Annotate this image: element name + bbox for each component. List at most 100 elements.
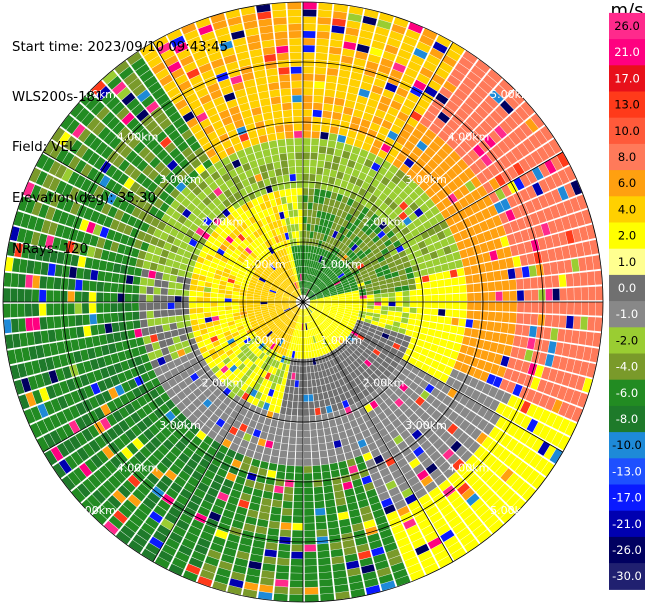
velocity-gate-cell [249,264,257,271]
velocity-gate-cell [483,230,493,242]
velocity-gate-cell [414,207,424,218]
velocity-gate-cell [232,312,241,317]
velocity-gate-cell [332,433,340,442]
velocity-gate-cell [304,537,316,545]
velocity-gate-cell [168,281,176,289]
velocity-gate-cell [479,220,489,232]
velocity-gate-cell [307,282,311,289]
velocity-gate-cell [488,130,502,144]
velocity-gate-cell [99,226,110,238]
velocity-gate-cell [317,263,322,271]
velocity-gate-cell [118,159,130,172]
velocity-gate-cell [104,460,118,474]
velocity-gate-cell [387,106,399,117]
velocity-gate-cell [37,233,48,248]
velocity-gate-cell [354,325,362,331]
velocity-gate-cell [537,194,549,209]
velocity-gate-cell [280,332,286,339]
velocity-gate-cell [170,329,179,337]
velocity-gate-cell [545,302,553,314]
velocity-gate-cell [447,541,463,555]
velocity-gate-cell [326,68,339,76]
velocity-gate-cell [308,314,313,322]
velocity-gate-cell [309,275,313,282]
velocity-gate-cell [274,336,280,344]
velocity-gate-cell [415,158,427,169]
velocity-gate-cell [338,261,345,269]
velocity-gate-cell [127,378,138,390]
velocity-gate-cell [385,278,394,284]
velocity-gate-cell [347,159,356,169]
velocity-gate-cell [339,323,346,329]
velocity-gate-cell [325,499,336,508]
velocity-gate-cell [313,277,319,284]
velocity-gate-cell [360,445,370,455]
range-ring-label: 4.00km [448,462,490,475]
velocity-gate-cell [199,569,215,581]
velocity-gate-cell [305,337,308,345]
velocity-gate-cell [484,115,498,129]
velocity-gate-cell [300,351,303,359]
velocity-gate-cell [326,336,333,344]
velocity-gate-cell [514,359,524,372]
velocity-gate-cell [311,321,316,328]
velocity-gate-cell [269,342,276,350]
velocity-gate-cell [93,369,103,382]
velocity-gate-cell [319,273,326,280]
velocity-gate-cell [520,465,534,481]
velocity-gate-cell [303,145,311,153]
velocity-gate-cell [24,361,34,376]
velocity-gate-cell [288,312,294,318]
velocity-gate-cell [352,360,361,368]
velocity-gate-cell [384,387,394,397]
velocity-gate-cell [276,292,283,296]
velocity-gate-cell [111,182,123,195]
velocity-gate-cell [393,206,403,216]
velocity-gate-cell [3,288,11,302]
velocity-gate-cell [303,323,305,331]
velocity-gate-cell [401,340,410,348]
velocity-gate-cell [268,293,276,297]
velocity-gate-cell [81,148,94,162]
velocity-gate-cell [150,106,164,119]
velocity-gate-cell [445,302,453,309]
velocity-gate-cell [410,163,422,174]
velocity-gate-cell [290,295,297,300]
velocity-gate-cell [283,371,289,379]
velocity-gate-cell [398,345,407,354]
velocity-gate-cell [311,276,316,283]
velocity-gate-cell [189,357,198,367]
velocity-gate-cell [424,302,432,308]
velocity-gate-cell [417,240,427,249]
velocity-gate-cell [333,200,341,209]
velocity-gate-cell [61,315,69,328]
velocity-gate-cell [191,519,205,530]
velocity-gate-cell [470,328,479,338]
velocity-gate-cell [327,60,340,69]
velocity-gate-cell [229,442,240,452]
velocity-gate-cell [537,237,547,250]
velocity-gate-cell [451,113,465,126]
velocity-gate-cell [191,470,203,481]
velocity-gate-cell [202,524,216,535]
velocity-gate-cell [212,197,222,207]
velocity-gate-cell [303,245,306,253]
velocity-gate-cell [305,316,308,323]
velocity-gate-cell [146,310,154,319]
velocity-gate-cell [310,372,316,380]
velocity-gate-cell [323,219,329,228]
velocity-gate-cell [194,261,203,269]
velocity-gate-cell [477,405,489,418]
velocity-gate-cell [248,502,260,512]
velocity-gate-cell [268,426,277,435]
velocity-gate-cell [480,350,489,361]
velocity-gate-cell [289,312,294,319]
velocity-gate-cell [280,88,291,96]
velocity-gate-cell [360,81,373,91]
velocity-gate-cell [238,270,246,276]
velocity-gate-cell [428,433,440,445]
velocity-gate-cell [295,159,303,167]
velocity-gate-cell [157,221,167,231]
velocity-gate-cell [343,422,352,431]
velocity-gate-cell [126,236,136,247]
